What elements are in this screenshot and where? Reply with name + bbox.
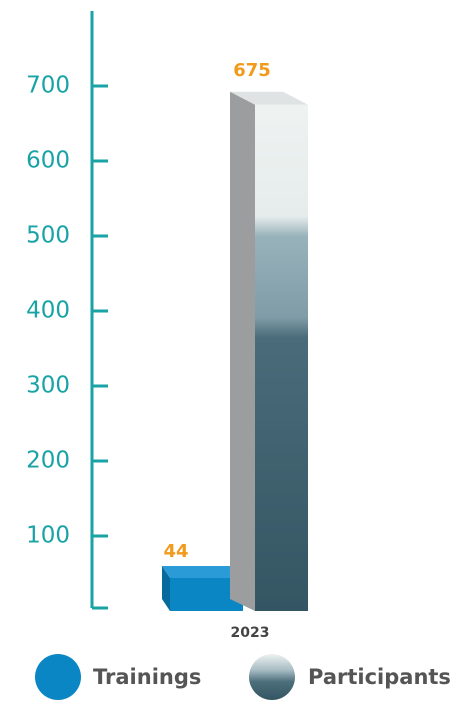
- y-tick-label: 400: [26, 298, 70, 324]
- y-tick-label: 100: [26, 523, 70, 549]
- bar: [255, 104, 308, 611]
- y-tick-label: 600: [26, 148, 70, 174]
- legend-label: Participants: [308, 665, 451, 689]
- bar-top: [230, 91, 308, 105]
- y-tick-label: 700: [26, 73, 70, 99]
- legend-label: Trainings: [93, 665, 201, 689]
- bar-side: [162, 566, 170, 611]
- bar-top: [162, 566, 243, 578]
- bar-side: [230, 91, 255, 611]
- legend-marker: [35, 654, 81, 700]
- y-tick-label: 300: [26, 373, 70, 399]
- y-tick-label: 200: [26, 448, 70, 474]
- x-tick-label: 2023: [231, 625, 270, 641]
- y-tick-label: 500: [26, 223, 70, 249]
- legend-marker: [249, 654, 295, 700]
- value-label: 675: [233, 60, 271, 81]
- value-label: 44: [163, 541, 188, 562]
